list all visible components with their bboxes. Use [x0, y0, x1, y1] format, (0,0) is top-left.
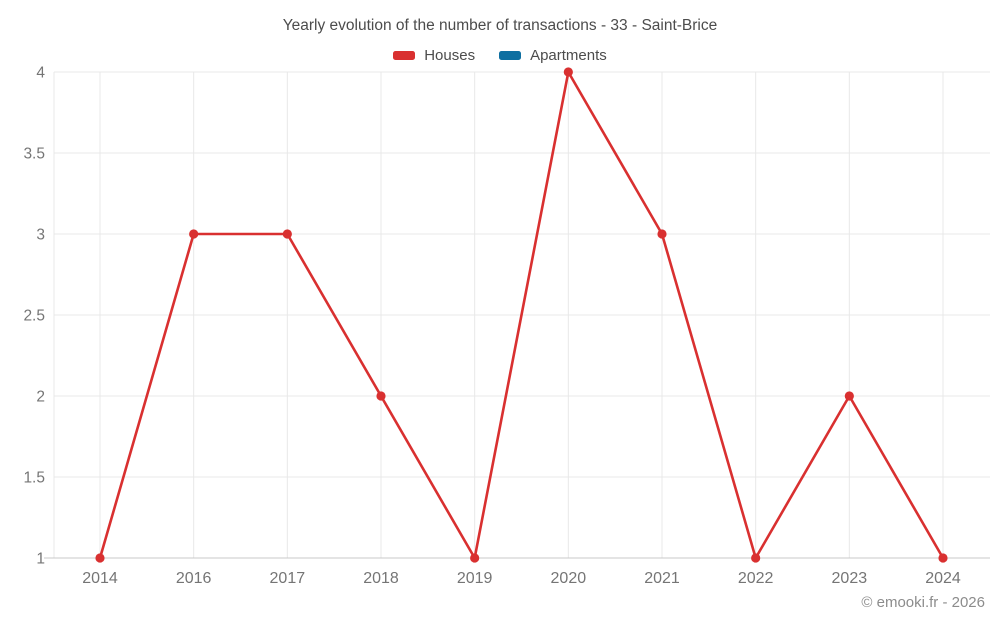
- y-axis-tick-label: 1: [36, 551, 45, 568]
- y-axis-tick-label: 4: [36, 65, 45, 82]
- legend-label-houses: Houses: [424, 47, 476, 64]
- x-axis-tick-label: 2021: [644, 570, 680, 587]
- data-point-houses[interactable]: [844, 391, 854, 401]
- x-axis-tick-label: 2023: [832, 570, 868, 587]
- houses-legend-swatch-icon: [393, 51, 416, 60]
- data-point-houses[interactable]: [470, 553, 480, 563]
- x-axis-tick-label: 2014: [82, 570, 118, 587]
- x-axis-tick-label: 2022: [738, 570, 774, 587]
- x-axis-tick-label: 2019: [457, 570, 493, 587]
- data-point-houses[interactable]: [563, 67, 573, 77]
- x-axis-tick-label: 2017: [270, 570, 306, 587]
- x-axis-tick-label: 2020: [551, 570, 587, 587]
- x-axis-tick-label: 2024: [925, 570, 961, 587]
- data-point-houses[interactable]: [189, 229, 199, 239]
- legend-item-houses[interactable]: Houses: [393, 47, 475, 64]
- copyright-text: © emooki.fr - 2026: [861, 594, 985, 611]
- x-axis-tick-label: 2018: [363, 570, 399, 587]
- data-point-houses[interactable]: [751, 553, 761, 563]
- data-point-houses[interactable]: [95, 553, 105, 563]
- legend-item-apartments[interactable]: Apartments: [499, 47, 607, 64]
- data-point-houses[interactable]: [376, 391, 386, 401]
- y-axis-tick-label: 3: [36, 227, 45, 244]
- y-axis-tick-label: 2: [36, 389, 45, 406]
- y-axis-tick-label: 2.5: [23, 308, 45, 325]
- chart-legend: Houses Apartments: [0, 47, 1000, 64]
- data-point-houses[interactable]: [657, 229, 667, 239]
- chart-title: Yearly evolution of the number of transa…: [282, 17, 718, 34]
- data-point-houses[interactable]: [282, 229, 292, 239]
- x-axis-tick-label: 2016: [176, 570, 212, 587]
- y-axis-tick-label: 3.5: [23, 146, 45, 163]
- data-point-houses[interactable]: [938, 553, 948, 563]
- apartments-legend-swatch-icon: [499, 51, 522, 60]
- legend-label-apartments: Apartments: [530, 47, 607, 64]
- series-line-houses: [98, 70, 945, 560]
- y-axis-tick-label: 1.5: [23, 470, 45, 487]
